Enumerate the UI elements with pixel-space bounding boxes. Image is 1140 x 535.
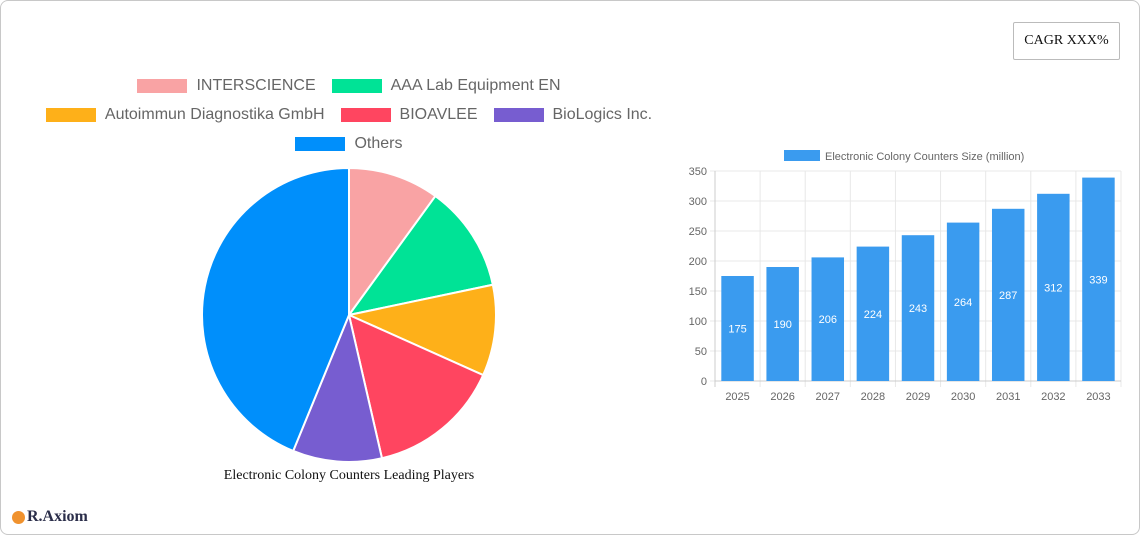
pie-slice-aaa-lab-equipment-en[interactable] [346,194,495,317]
bar-value-label: 264 [954,297,972,309]
bar-value-label: 175 [728,324,746,336]
y-tick-label: 50 [695,346,707,358]
x-tick-label: 2028 [861,391,885,403]
y-tick-label: 200 [689,256,707,268]
y-tick-label: 150 [689,286,707,298]
bar-2032[interactable] [1037,193,1070,381]
legend-swatch [45,108,96,122]
legend-swatch [493,108,544,122]
bar-value-label: 206 [819,314,837,326]
bar-value-label: 243 [909,303,927,315]
bar-2026[interactable] [766,267,799,381]
bar-value-label: 312 [1044,282,1062,294]
y-tick-label: 350 [689,166,707,178]
legend-item-bioavlee[interactable]: BIOAVLEE [340,106,478,124]
legend-label: AAA Lab Equipment EN [390,77,561,94]
bar-value-label: 287 [999,290,1017,302]
pie-slice-autoimmun-diagnostika-gmbh[interactable] [345,283,497,377]
legend-label: BIOAVLEE [399,106,478,123]
y-tick-label: 300 [689,196,707,208]
bar-2025[interactable] [721,276,754,381]
logo-text: R.Axiom [27,508,88,525]
pie-slice-interscience[interactable] [348,166,437,319]
pie-slice-others[interactable] [201,166,350,453]
pie-legend-row-2: Autoimmun Diagnostika GmbH BIOAVLEE BioL… [1,106,697,124]
bar-2033[interactable] [1082,177,1115,381]
bar-2027[interactable] [811,257,845,381]
bar-2028[interactable] [856,246,890,381]
pie-slice-biologics-inc-[interactable] [291,311,384,463]
legend-item-others[interactable]: Others [295,135,403,153]
bar-2031[interactable] [991,208,1025,381]
legend-item-biologics[interactable]: BioLogics Inc. [493,106,653,124]
x-tick-label: 2027 [816,391,840,403]
x-tick-label: 2030 [951,391,975,403]
x-tick-label: 2031 [996,391,1020,403]
bar-value-label: 224 [864,309,882,321]
legend-label: INTERSCIENCE [196,77,316,94]
legend-swatch [331,79,382,93]
bar-2029[interactable] [901,235,935,381]
logo-icon [12,510,25,524]
bar-chart: Electronic Colony Counters Size (million… [689,150,1122,403]
bar-value-label: 339 [1089,274,1107,286]
x-tick-label: 2026 [770,391,794,403]
legend-label: Autoimmun Diagnostika GmbH [104,106,325,123]
bar-legend-swatch [784,150,820,161]
legend-item-interscience[interactable]: INTERSCIENCE [137,77,316,95]
bar-2030[interactable] [946,222,980,381]
y-tick-label: 100 [689,316,707,328]
bar-legend-label: Electronic Colony Counters Size (million… [825,151,1024,163]
y-tick-label: 0 [701,376,707,388]
x-tick-label: 2025 [725,391,749,403]
pie-legend-row-1: INTERSCIENCE AAA Lab Equipment EN [1,77,697,95]
legend-label: BioLogics Inc. [552,106,653,123]
pie-title: Electronic Colony Counters Leading Playe… [223,468,475,483]
pie-chart [201,166,497,463]
legend-swatch [295,137,346,151]
x-tick-label: 2032 [1041,391,1065,403]
legend-item-aaa-lab[interactable]: AAA Lab Equipment EN [331,77,561,95]
pie-slice-bioavlee[interactable] [347,313,485,460]
bar-value-label: 190 [773,319,791,331]
x-tick-label: 2029 [906,391,930,403]
legend-label: Others [354,135,403,152]
legend-swatch [340,108,391,122]
x-tick-label: 2033 [1086,391,1110,403]
pie-legend-row-3: Others [1,135,697,153]
logo: R.Axiom [12,508,88,526]
legend-item-autoimmun[interactable]: Autoimmun Diagnostika GmbH [45,106,325,124]
legend-swatch [137,79,188,93]
y-tick-label: 250 [689,226,707,238]
cagr-badge: CAGR XXX% [1013,22,1120,60]
